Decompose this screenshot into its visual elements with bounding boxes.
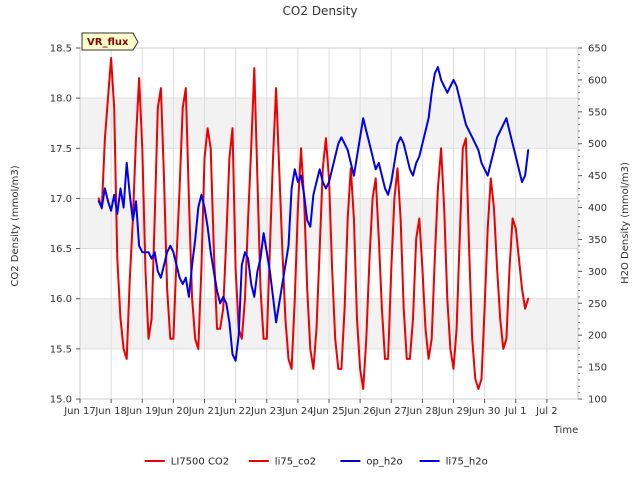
legend-label: li75_co2 [275, 457, 316, 468]
series-line-li75-h2o [97, 66, 530, 362]
y-tick-label: 16.0 [50, 294, 72, 305]
legend-item: LI7500 CO2 [144, 457, 229, 468]
x-tick-label: Jun 26 [343, 406, 376, 417]
site-badge-box [81, 32, 139, 51]
x-tick-label: Jun 29 [437, 406, 470, 417]
y2-axis-title: H2O Density (mmol/m3) [620, 162, 631, 284]
y-axis-title: CO2 Density (mmol/m3) [10, 165, 21, 286]
y-tick-label: 17.5 [50, 144, 72, 155]
x-tick-label: Jun 18 [94, 406, 127, 417]
y2-tick-label: 500 [588, 139, 607, 150]
legend-item: li75_h2o [419, 457, 488, 468]
x-tick-label: Jun 25 [312, 406, 345, 417]
y2-tick-label: 250 [588, 299, 607, 310]
chart-title: CO2 Density [283, 4, 358, 18]
legend: LI7500 CO2 li75_co2 op_h2o li75_h2o [144, 457, 488, 468]
x-tick-label: Jun 22 [219, 406, 252, 417]
x-tick-label: Jul 2 [535, 406, 558, 417]
x-tick-label: Jun 28 [406, 406, 439, 417]
x-tick-label: Jun 30 [468, 406, 501, 417]
x-axis-title: Time [553, 425, 578, 436]
y2-tick-label: 400 [588, 203, 607, 214]
site-badge: VR_flux [81, 32, 139, 51]
series-line-li75-co2 [97, 57, 530, 390]
series-lines [97, 57, 530, 390]
x-tick-label: Jun 19 [125, 406, 158, 417]
site-badge-label: VR_flux [87, 37, 129, 48]
y-tick-label: 18.5 [50, 44, 72, 55]
y-tick-label: 16.5 [50, 244, 72, 255]
y2-tick-label: 550 [588, 107, 607, 118]
y2-tick-label: 650 [588, 44, 607, 55]
x-tick-label: Jun 27 [374, 406, 407, 417]
y-tick-label: 15.5 [50, 344, 72, 355]
y2-tick-label: 450 [588, 171, 607, 182]
y2-tick-label: 600 [588, 75, 607, 86]
y2-tick-label: 150 [588, 363, 607, 374]
x-tick-label: Jun 21 [188, 406, 221, 417]
legend-label: li75_h2o [446, 457, 488, 468]
x-tick-label: Jun 23 [250, 406, 283, 417]
axis-ticks: 15.0 15.5 16.0 16.5 17.0 17.5 18.0 18.5 100 150 20… [50, 44, 607, 418]
legend-item: op_h2o [340, 457, 403, 468]
y2-tick-label: 100 [588, 395, 607, 406]
y-tick-label: 17.0 [50, 194, 72, 205]
x-tick-label: Jul 1 [504, 406, 527, 417]
x-tick-label: Jun 24 [281, 406, 314, 417]
y-tick-label: 15.0 [50, 395, 72, 406]
y2-tick-label: 200 [588, 331, 607, 342]
legend-label: op_h2o [366, 457, 402, 468]
y2-tick-label: 300 [588, 267, 607, 278]
legend-label: LI7500 CO2 [171, 457, 229, 468]
x-tick-label: Jun 17 [63, 406, 96, 417]
y2-tick-label: 350 [588, 235, 607, 246]
y-tick-label: 18.0 [50, 94, 72, 105]
x-tick-label: Jun 20 [157, 406, 190, 417]
legend-item: li75_co2 [248, 457, 316, 468]
